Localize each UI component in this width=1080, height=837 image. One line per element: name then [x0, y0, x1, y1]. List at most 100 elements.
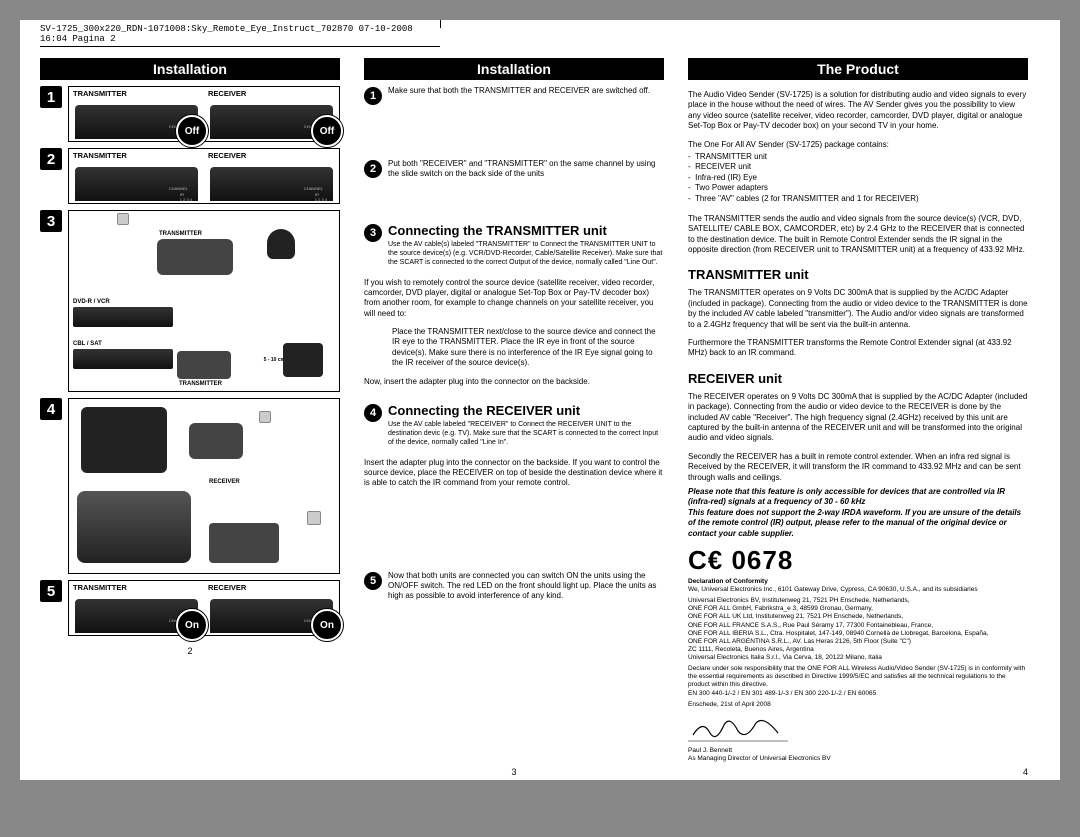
circle-4: 4 — [364, 404, 382, 422]
circle-1: 1 — [364, 87, 382, 105]
step-4-row: 4 RECEIVER — [40, 398, 340, 574]
subsidiaries: Universal Electronics BV, Institutenweg … — [688, 597, 1028, 662]
page-number-2: 2 — [40, 646, 340, 656]
list-item: RECEIVER unit — [688, 162, 1028, 172]
step-3-badge: 3 — [40, 210, 62, 232]
page-number-3: 3 — [364, 767, 664, 777]
list-item: TRANSMITTER unit — [688, 152, 1028, 162]
tv-icon — [81, 407, 167, 473]
step-1-row: 1 TRANSMITTER 1 2 3 4 Off RECEIVER 1 2 3… — [40, 86, 340, 142]
device-icon: 1 2 3 4 — [210, 167, 333, 201]
signature — [688, 715, 1028, 745]
instr-1: 1 Make sure that both the TRANSMITTER an… — [364, 86, 664, 105]
instr-3-p1: If you wish to remotely control the sour… — [364, 278, 664, 320]
package-list: TRANSMITTER unit RECEIVER unit Infra-red… — [688, 152, 1028, 204]
list-item: Three "AV" cables (2 for TRANSMITTER and… — [688, 194, 1028, 204]
channel-numbers: 1 2 3 4 — [180, 197, 192, 202]
label-cblsat: CBL / SAT — [73, 341, 102, 347]
column-diagrams: Installation 1 TRANSMITTER 1 2 3 4 Off R… — [40, 58, 340, 777]
label-transmitter-2: TRANSMITTER — [179, 381, 222, 387]
step-3-row: 3 TRANSMITTER DVD-R / VCR CBL / SAT TRAN… — [40, 210, 340, 392]
outlet-icon — [307, 511, 321, 525]
receiver-p1: The RECEIVER operates on 9 Volts DC 300m… — [688, 392, 1028, 444]
step-2-badge: 2 — [40, 148, 62, 170]
signer-title: As Managing Director of Universal Electr… — [688, 755, 1028, 763]
instr-1-text: Make sure that both the TRANSMITTER and … — [388, 86, 664, 105]
product-intro: The Audio Video Sender (SV-1725) is a so… — [688, 90, 1028, 132]
step-5-row: 5 TRANSMITTER 1 2 3 4 On RECEIVER 1 2 3 … — [40, 580, 340, 636]
column-product: The Product The Audio Video Sender (SV-1… — [688, 58, 1028, 777]
instr-3: 3 Connecting the TRANSMITTER unit Use th… — [364, 223, 664, 268]
feature-note: Please note that this feature is only ac… — [688, 487, 1028, 539]
circle-5: 5 — [364, 572, 382, 590]
instr-4-text: Connecting the RECEIVER unit Use the AV … — [388, 403, 664, 448]
ir-eye-icon — [267, 229, 295, 259]
col2-header: Installation — [364, 58, 664, 80]
transmitter2-icon — [177, 351, 231, 379]
page-number-4: 4 — [688, 767, 1028, 777]
transmitter-icon — [157, 239, 233, 275]
receiver-heading: RECEIVER unit — [688, 371, 1028, 386]
crop-mark — [440, 20, 441, 28]
instr-5-text: Now that both units are connected you ca… — [388, 571, 664, 601]
instr-4-p1: Insert the adapter plug into the connect… — [364, 458, 664, 489]
step-1-panel: TRANSMITTER 1 2 3 4 Off RECEIVER 1 2 3 4… — [68, 86, 340, 142]
instr-4: 4 Connecting the RECEIVER unit Use the A… — [364, 403, 664, 448]
step2-transmitter: TRANSMITTER 1 2 3 4 — [69, 149, 204, 203]
device-icon: 1 2 3 4 — [75, 167, 198, 201]
dvdr-icon — [73, 307, 173, 327]
receiver-topview-icon — [189, 423, 243, 459]
step2-receiver: RECEIVER 1 2 3 4 — [204, 149, 339, 203]
outlet-icon — [259, 411, 271, 423]
outlet-icon — [117, 213, 129, 225]
step-5-badge: 5 — [40, 580, 62, 602]
declaration-heading: Declaration of Conformity — [688, 578, 1028, 586]
step-2-row: 2 TRANSMITTER 1 2 3 4 RECEIVER 1 2 3 4 — [40, 148, 340, 204]
transmitter-p2: Furthermore the TRANSMITTER transforms t… — [688, 338, 1028, 359]
off-badge: Off — [311, 115, 343, 147]
crop-header: SV-1725_300x220_RDN-1071008:Sky_Remote_E… — [40, 24, 440, 47]
label-distance: 5 - 10 cm — [264, 357, 285, 363]
receiver-back-icon — [209, 523, 279, 563]
instr-3-p3: Now, insert the adapter plug into the co… — [364, 377, 664, 387]
receiver-p2: Secondly the RECEIVER has a built in rem… — [688, 452, 1028, 483]
label-transmitter: TRANSMITTER — [73, 89, 127, 98]
tv-big-icon — [77, 491, 191, 563]
ce-mark: C€ 0678 — [688, 545, 1028, 576]
declaration-text: Declare under sole responsibility that t… — [688, 665, 1028, 698]
circle-2: 2 — [364, 160, 382, 178]
on-badge: On — [311, 609, 343, 641]
ce-number: 0678 — [731, 545, 793, 575]
step1-transmitter: TRANSMITTER 1 2 3 4 Off — [69, 87, 204, 141]
label-transmitter: TRANSMITTER — [159, 231, 202, 237]
label-receiver: RECEIVER — [209, 479, 240, 485]
transmitter-p1: The TRANSMITTER operates on 9 Volts DC 3… — [688, 288, 1028, 330]
step-1-badge: 1 — [40, 86, 62, 108]
circle-3: 3 — [364, 224, 382, 242]
label-dvdr: DVD-R / VCR — [73, 299, 110, 305]
step-2-panel: TRANSMITTER 1 2 3 4 RECEIVER 1 2 3 4 — [68, 148, 340, 204]
instr-5: 5 Now that both units are connected you … — [364, 571, 664, 601]
tv-diagram-icon — [283, 343, 323, 377]
signer-name: Paul J. Bennett — [688, 747, 1028, 755]
instr-4-sub: Use the AV cable labeled "RECEIVER" to C… — [388, 421, 664, 447]
step5-receiver: RECEIVER 1 2 3 4 On — [204, 581, 339, 635]
step5-transmitter: TRANSMITTER 1 2 3 4 On — [69, 581, 204, 635]
instr-2: 2 Put both "RECEIVER" and "TRANSMITTER" … — [364, 159, 664, 179]
package-intro: The One For All AV Sender (SV-1725) pack… — [688, 140, 1028, 150]
cblsat-icon — [73, 349, 173, 369]
instr-2-text: Put both "RECEIVER" and "TRANSMITTER" on… — [388, 159, 664, 179]
instr-3-text: Connecting the TRANSMITTER unit Use the … — [388, 223, 664, 268]
step-5-panel: TRANSMITTER 1 2 3 4 On RECEIVER 1 2 3 4 … — [68, 580, 340, 636]
three-columns: Installation 1 TRANSMITTER 1 2 3 4 Off R… — [40, 58, 1040, 777]
channel-numbers: 1 2 3 4 — [315, 197, 327, 202]
label-receiver: RECEIVER — [208, 89, 246, 98]
instr-4-title: Connecting the RECEIVER unit — [388, 403, 664, 419]
product-desc-2: The TRANSMITTER sends the audio and vide… — [688, 214, 1028, 256]
instr-3-p2: Place the TRANSMITTER next/close to the … — [364, 327, 664, 369]
col1-header: Installation — [40, 58, 340, 80]
step-4-badge: 4 — [40, 398, 62, 420]
col3-header: The Product — [688, 58, 1028, 80]
manual-page: SV-1725_300x220_RDN-1071008:Sky_Remote_E… — [20, 20, 1060, 780]
label-transmitter: TRANSMITTER — [73, 151, 127, 160]
